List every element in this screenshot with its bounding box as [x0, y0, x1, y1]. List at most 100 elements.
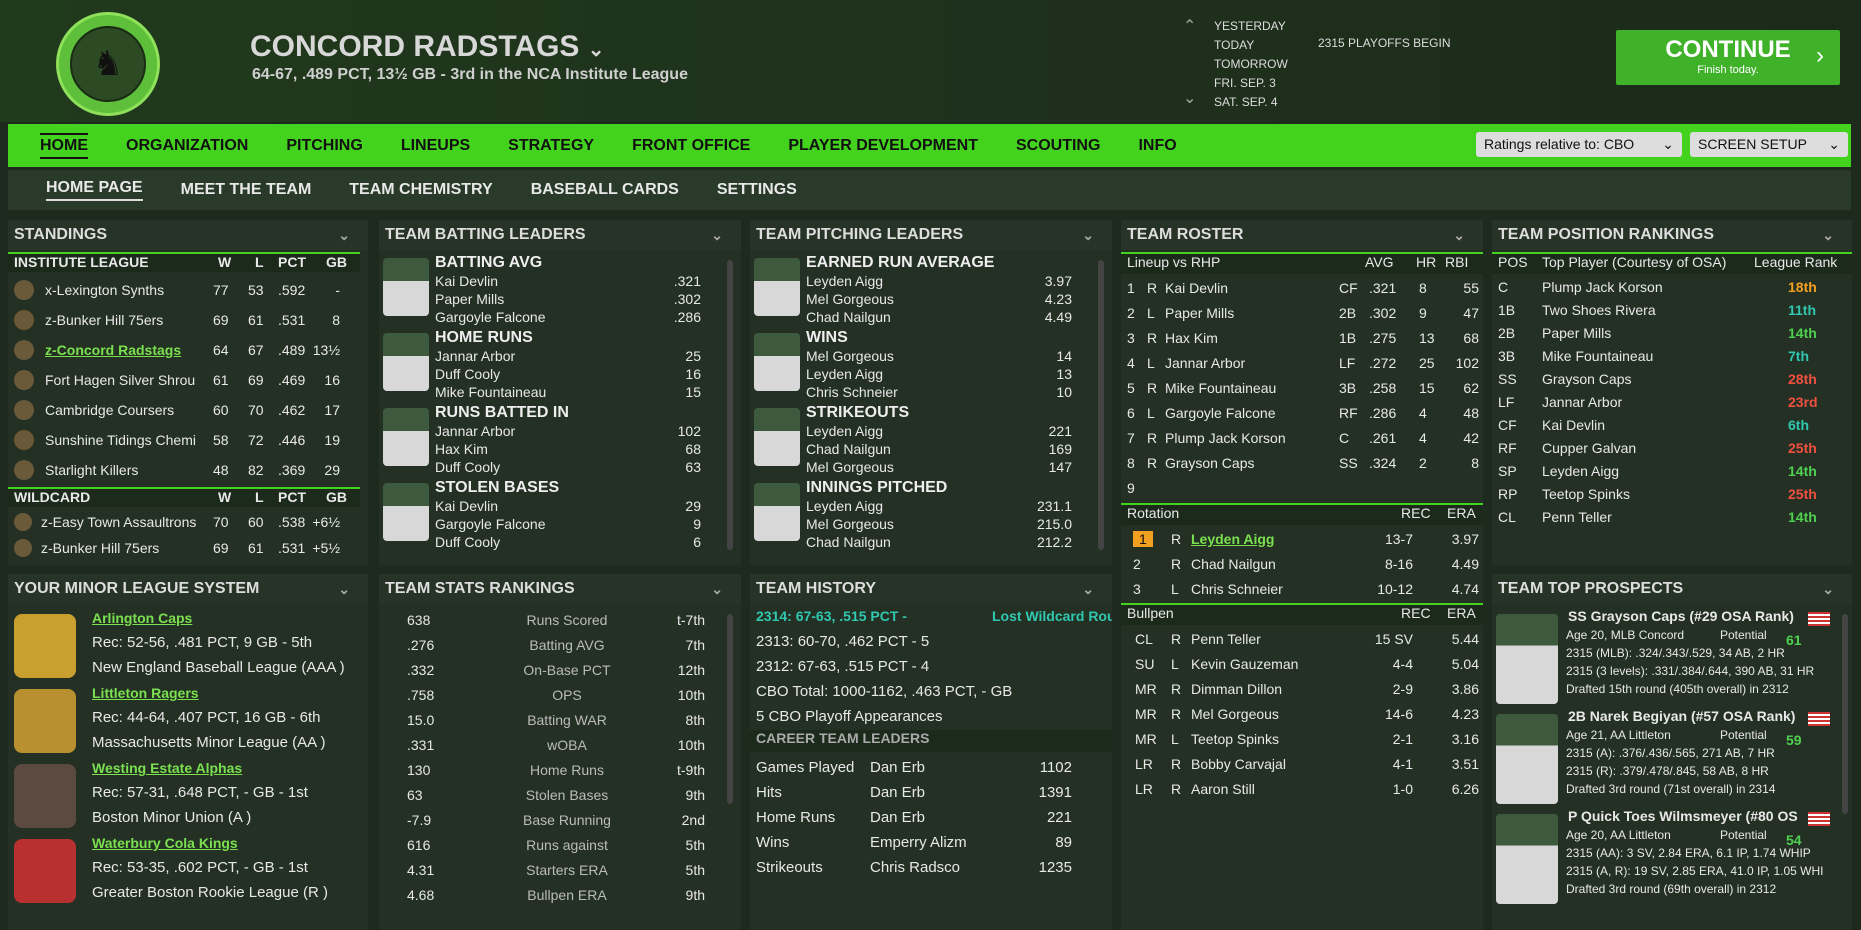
- position-row[interactable]: 3B Mike Fountaineau 7th: [1492, 345, 1852, 367]
- minor-team-name[interactable]: Littleton Ragers: [92, 685, 199, 701]
- team-name[interactable]: z-Bunker Hill 75ers: [41, 540, 160, 556]
- chevron-down-icon[interactable]: ⌄: [338, 227, 350, 243]
- standings-row[interactable]: Fort Hagen Silver Shrou 61 69 .469 16: [8, 367, 360, 393]
- lineup-row[interactable]: 2 L Paper Mills 2B .302 9 47: [1121, 301, 1483, 325]
- player-name[interactable]: Kevin Gauzeman: [1191, 656, 1299, 672]
- scrollbar[interactable]: [727, 260, 733, 550]
- player-name[interactable]: Teetop Spinks: [1542, 486, 1630, 502]
- player-name[interactable]: Mel Gorgeous: [1191, 706, 1279, 722]
- stat-row[interactable]: 616 Runs against 5th: [379, 833, 741, 857]
- leader-name[interactable]: Chad Nailgun: [806, 441, 891, 457]
- career-leader-row[interactable]: Home Runs Dan Erb 221: [750, 806, 1112, 830]
- team-name[interactable]: Cambridge Coursers: [45, 402, 175, 418]
- team-name[interactable]: z-Bunker Hill 75ers: [45, 312, 164, 328]
- ratings-select[interactable]: Ratings relative to: CBO ⌄: [1476, 132, 1682, 157]
- date-item[interactable]: FRI. SEP. 3: [1214, 76, 1276, 90]
- player-avatar[interactable]: [754, 483, 800, 541]
- position-row[interactable]: SP Leyden Aigg 14th: [1492, 460, 1852, 482]
- player-name[interactable]: Teetop Spinks: [1191, 731, 1279, 747]
- position-row[interactable]: C Plump Jack Korson 18th: [1492, 276, 1852, 298]
- leader-name[interactable]: Paper Mills: [435, 291, 505, 307]
- leader-name[interactable]: Mike Fountaineau: [435, 384, 547, 400]
- player-name[interactable]: Jannar Arbor: [1165, 355, 1246, 371]
- nav-home[interactable]: HOME: [40, 132, 88, 159]
- standings-row[interactable]: z-Concord Radstags 64 67 .489 13½: [8, 337, 360, 363]
- leader-name[interactable]: Kai Devlin: [435, 498, 499, 514]
- leader-name[interactable]: Kai Devlin: [435, 273, 499, 289]
- stat-row[interactable]: .331 wOBA 10th: [379, 733, 741, 757]
- leader-name[interactable]: Jannar Arbor: [435, 348, 516, 364]
- team-name[interactable]: Starlight Killers: [45, 462, 139, 478]
- player-avatar[interactable]: [383, 483, 429, 541]
- leader-name[interactable]: Chris Radsco: [870, 859, 961, 876]
- player-name[interactable]: Chad Nailgun: [1191, 556, 1276, 572]
- team-name[interactable]: x-Lexington Synths: [45, 282, 165, 298]
- player-name[interactable]: Dimman Dillon: [1191, 681, 1283, 697]
- chevron-down-icon[interactable]: ⌄: [1822, 227, 1834, 243]
- leader-name[interactable]: Dan Erb: [870, 759, 926, 776]
- nav-organization[interactable]: ORGANIZATION: [126, 136, 249, 154]
- nav-player-development[interactable]: PLAYER DEVELOPMENT: [788, 136, 978, 154]
- bullpen-row[interactable]: MR R Dimman Dillon 2-9 3.86: [1121, 677, 1483, 701]
- player-name[interactable]: Kai Devlin: [1542, 417, 1606, 433]
- leader-name[interactable]: Mel Gorgeous: [806, 516, 894, 532]
- position-row[interactable]: 1B Two Shoes Rivera 11th: [1492, 299, 1852, 321]
- position-row[interactable]: 2B Paper Mills 14th: [1492, 322, 1852, 344]
- chevron-up-icon[interactable]: ⌃: [1183, 18, 1197, 35]
- date-item[interactable]: TOMORROW: [1214, 57, 1288, 71]
- lineup-row[interactable]: 9: [1121, 476, 1483, 500]
- career-leader-row[interactable]: Hits Dan Erb 1391: [750, 781, 1112, 805]
- leader-name[interactable]: Mel Gorgeous: [806, 348, 894, 364]
- rotation-row[interactable]: 1 R Leyden Aigg 13-7 3.97: [1121, 527, 1483, 551]
- chevron-down-icon[interactable]: ⌄: [338, 581, 350, 597]
- stat-row[interactable]: 63 Stolen Bases 9th: [379, 783, 741, 807]
- leader-name[interactable]: Emperry Alizm: [870, 834, 967, 851]
- player-name[interactable]: Penn Teller: [1191, 631, 1261, 647]
- career-leader-row[interactable]: Games Played Dan Erb 1102: [750, 756, 1112, 780]
- position-row[interactable]: CF Kai Devlin 6th: [1492, 414, 1852, 436]
- player-name[interactable]: Penn Teller: [1542, 509, 1612, 525]
- lineup-row[interactable]: 3 R Hax Kim 1B .275 13 68: [1121, 326, 1483, 350]
- team-name[interactable]: Fort Hagen Silver Shrou: [45, 372, 196, 388]
- lineup-row[interactable]: 4 L Jannar Arbor LF .272 25 102: [1121, 351, 1483, 375]
- continue-button[interactable]: CONTINUE Finish today. ›: [1616, 30, 1840, 85]
- stat-row[interactable]: -7.9 Base Running 2nd: [379, 808, 741, 832]
- position-row[interactable]: RP Teetop Spinks 25th: [1492, 483, 1852, 505]
- player-name[interactable]: Leyden Aigg: [1542, 463, 1620, 479]
- stat-row[interactable]: 4.31 Starters ERA 5th: [379, 858, 741, 882]
- stat-row[interactable]: .332 On-Base PCT 12th: [379, 658, 741, 682]
- player-name[interactable]: Aaron Still: [1191, 781, 1255, 797]
- leader-name[interactable]: Gargoyle Falcone: [435, 309, 546, 325]
- lineup-row[interactable]: 6 L Gargoyle Falcone RF .286 4 48: [1121, 401, 1483, 425]
- player-name[interactable]: Grayson Caps: [1165, 455, 1255, 471]
- team-name[interactable]: z-Concord Radstags: [45, 342, 182, 358]
- standings-row[interactable]: z-Easy Town Assaultrons 70 60 .538 +6½: [8, 510, 360, 534]
- standings-row[interactable]: Starlight Killers 48 82 .369 29: [8, 457, 360, 483]
- tab-baseball-cards[interactable]: BASEBALL CARDS: [530, 181, 679, 198]
- minor-team-name[interactable]: Waterbury Cola Kings: [92, 835, 238, 851]
- leader-name[interactable]: Dan Erb: [870, 809, 926, 826]
- player-name[interactable]: Chris Schneier: [1191, 581, 1283, 597]
- leader-name[interactable]: Jannar Arbor: [435, 423, 516, 439]
- standings-row[interactable]: Sunshine Tidings Chemi 58 72 .446 19: [8, 427, 360, 453]
- tab-team-chemistry[interactable]: TEAM CHEMISTRY: [349, 181, 493, 198]
- player-avatar[interactable]: [754, 408, 800, 466]
- chevron-down-icon[interactable]: ⌄: [711, 227, 723, 243]
- chevron-down-icon[interactable]: ⌄: [1183, 90, 1197, 107]
- career-leader-row[interactable]: Strikeouts Chris Radsco 1235: [750, 856, 1112, 880]
- nav-front-office[interactable]: FRONT OFFICE: [632, 136, 751, 154]
- minor-team-logo[interactable]: [14, 839, 76, 903]
- prospect-name[interactable]: SS Grayson Caps (#29 OSA Rank): [1568, 608, 1794, 624]
- player-name[interactable]: Mike Fountaineau: [1165, 380, 1277, 396]
- player-name[interactable]: Gargoyle Falcone: [1165, 405, 1276, 421]
- player-name[interactable]: Plump Jack Korson: [1542, 279, 1663, 295]
- player-name[interactable]: Two Shoes Rivera: [1542, 302, 1656, 318]
- leader-name[interactable]: Chad Nailgun: [806, 309, 891, 325]
- team-name[interactable]: CONCORD RADSTAGS ⌄: [250, 30, 605, 64]
- leader-name[interactable]: Duff Cooly: [435, 534, 501, 550]
- career-leader-row[interactable]: Wins Emperry Alizm 89: [750, 831, 1112, 855]
- leader-name[interactable]: Mel Gorgeous: [806, 459, 894, 475]
- leader-name[interactable]: Leyden Aigg: [806, 498, 884, 514]
- bullpen-row[interactable]: MR L Teetop Spinks 2-1 3.16: [1121, 727, 1483, 751]
- minor-team-logo[interactable]: [14, 689, 76, 753]
